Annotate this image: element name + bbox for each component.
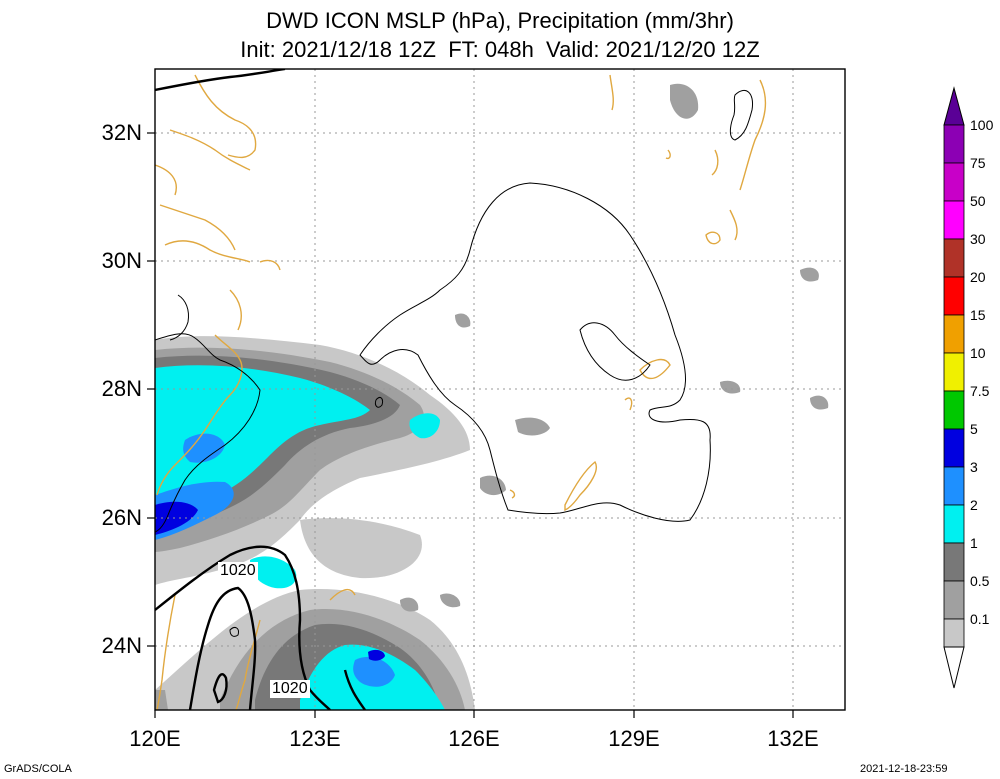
lat-label-32n: 32N [101, 120, 142, 145]
colorbar-label: 2 [970, 497, 978, 513]
colorbar-label: 15 [970, 307, 986, 323]
colorbar-label: 10 [970, 345, 986, 361]
colorbar-swatch-2 [943, 504, 965, 544]
coastlines [155, 74, 767, 710]
lat-label-30n: 30N [101, 248, 142, 273]
colorbar-swatch-5 [943, 428, 965, 468]
colorbar-swatch-10 [943, 352, 965, 392]
colorbar-swatch-7-5 [943, 390, 965, 430]
colorbar-swatch-100 [943, 124, 965, 164]
axis-ticks [147, 132, 794, 718]
lat-label-24n: 24N [101, 633, 142, 658]
colorbar-label: 20 [970, 269, 986, 285]
colorbar-top-arrow [943, 86, 965, 126]
isobars [155, 69, 754, 710]
colorbar-swatch-30 [943, 238, 965, 278]
colorbar-label: 75 [970, 155, 986, 171]
colorbar-swatch-20 [943, 276, 965, 316]
colorbar-label: 0.1 [970, 611, 990, 627]
precip-shading [155, 83, 829, 710]
lon-label-123e: 123E [289, 726, 341, 751]
colorbar-swatch-1 [943, 542, 965, 582]
colorbar-swatch-0-1 [943, 618, 965, 648]
map-title: DWD ICON MSLP (hPa), Precipitation (mm/3… [266, 8, 734, 33]
isobar-label-1020: 1020 [270, 680, 310, 698]
lat-label-26n: 26N [101, 505, 142, 530]
colorbar-label: 30 [970, 231, 986, 247]
isobar-label-1020: 1020 [218, 562, 258, 580]
colorbar-label: 3 [970, 459, 978, 475]
lon-label-126e: 126E [448, 726, 500, 751]
colorbar-label: 50 [970, 193, 986, 209]
colorbar-label: 0.5 [970, 573, 990, 589]
colorbar-label: 5 [970, 421, 978, 437]
map-subtitle: Init: 2021/12/18 12Z FT: 048h Valid: 202… [240, 37, 760, 62]
colorbar-swatch-15 [943, 314, 965, 354]
colorbar-swatch-50 [943, 200, 965, 240]
colorbar-bottom-arrow [943, 646, 965, 689]
lon-label-120e: 120E [129, 726, 181, 751]
lat-label-28n: 28N [101, 376, 142, 401]
precipitation-colorbar [943, 86, 965, 689]
colorbar-swatch-0-5 [943, 580, 965, 620]
footer-credit: GrADS/COLA [4, 763, 72, 775]
colorbar-label: 7.5 [970, 383, 990, 399]
colorbar-swatch-3 [943, 466, 965, 506]
footer-timestamp: 2021-12-18-23:59 [860, 763, 948, 775]
colorbar-label: 1 [970, 535, 978, 551]
colorbar-swatch-75 [943, 162, 965, 202]
lon-label-132e: 132E [767, 726, 819, 751]
colorbar-label: 100 [970, 117, 994, 133]
lon-label-129e: 129E [608, 726, 660, 751]
